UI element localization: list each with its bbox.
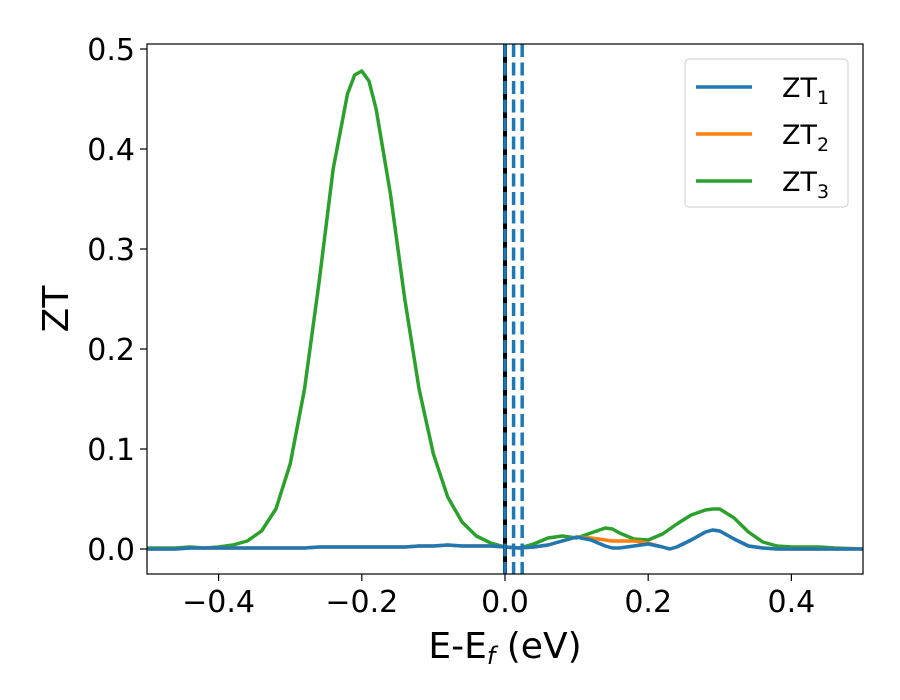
y-axis-ticks: 0.0 0.1 0.2 0.3 0.4 0.5 [87, 33, 147, 568]
x-axis-label: E-Ef (eV) [428, 626, 581, 670]
x-tick-label: 0.4 [768, 585, 816, 620]
y-axis-label: ZT [36, 285, 77, 333]
legend: ZT1 ZT2 ZT3 [684, 58, 849, 208]
x-axis-label-main: E-E [428, 626, 486, 667]
x-tick-label: 0.0 [481, 585, 529, 620]
y-tick-label: 0.0 [87, 533, 135, 568]
x-axis-ticks: −0.4 −0.2 0.0 0.2 0.4 [182, 574, 815, 620]
y-tick-label: 0.2 [87, 333, 135, 368]
y-tick-label: 0.4 [87, 133, 135, 168]
x-tick-label: −0.2 [325, 585, 398, 620]
vertical-lines [503, 44, 524, 574]
y-tick-label: 0.3 [87, 233, 135, 268]
y-tick-label: 0.1 [87, 433, 135, 468]
legend-box [684, 58, 849, 208]
x-tick-label: −0.4 [182, 585, 255, 620]
legend-label-2: ZT2 [782, 120, 829, 156]
legend-label-3: ZT3 [782, 167, 829, 203]
legend-label-1: ZT1 [782, 73, 829, 109]
y-tick-label: 0.5 [87, 33, 135, 68]
x-axis-label-unit: (eV) [495, 626, 581, 667]
x-tick-label: 0.2 [624, 585, 672, 620]
